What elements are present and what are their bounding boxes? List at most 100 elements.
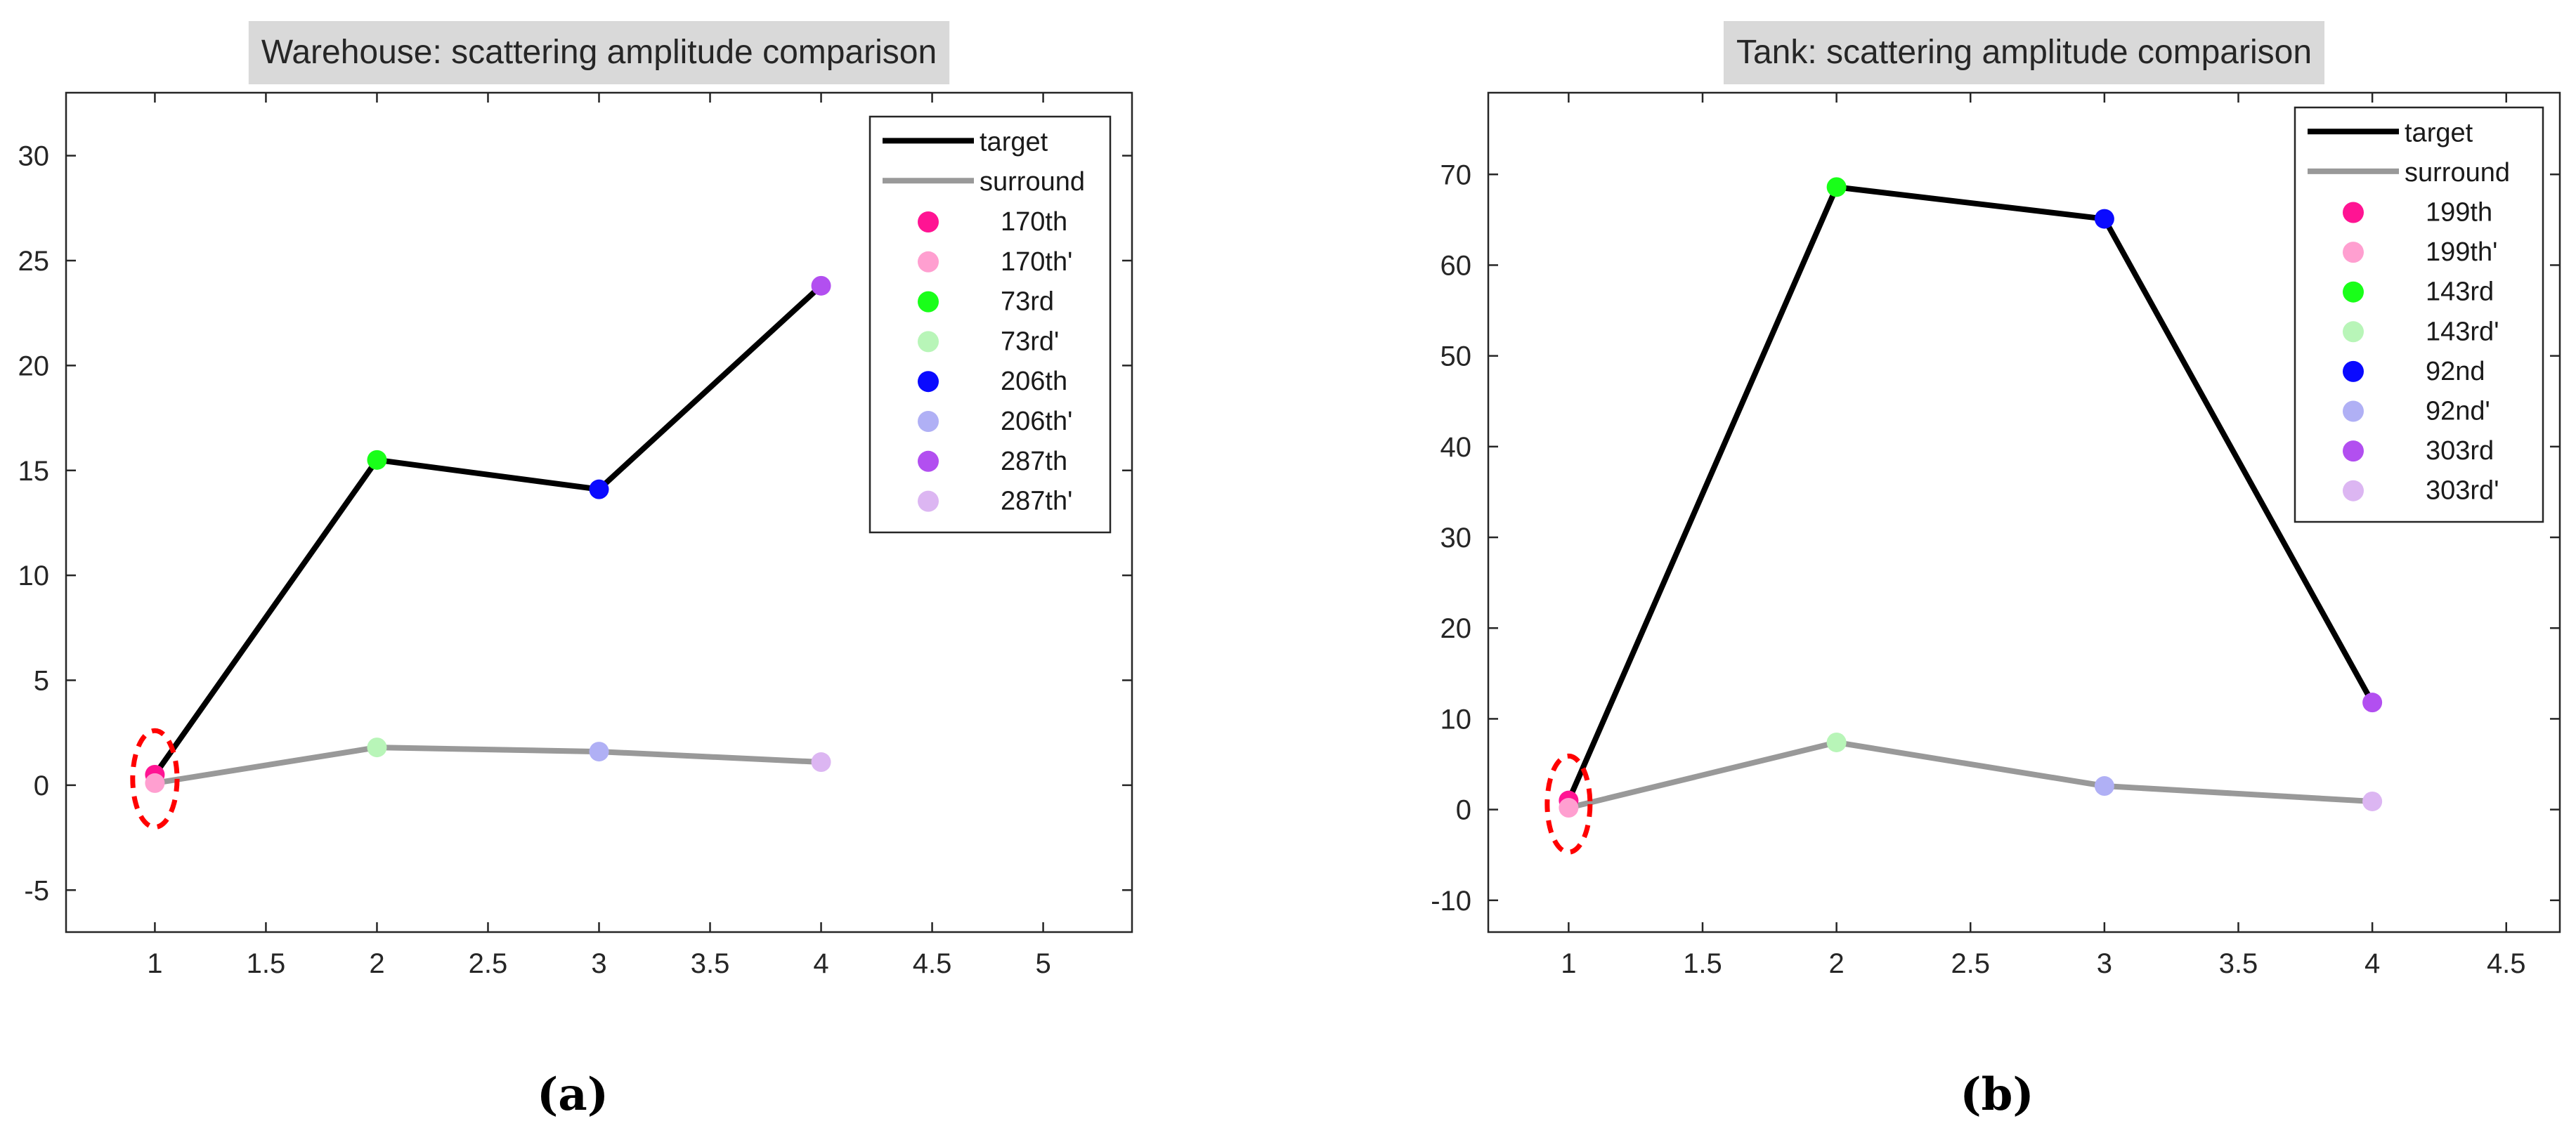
legend-label: 303rd (2426, 436, 2494, 466)
legend-marker-swatch (918, 331, 939, 353)
y-tick-label: 25 (18, 246, 50, 277)
y-tick-label: 10 (1440, 704, 1472, 735)
data-point (1826, 732, 1847, 752)
chart-panel-a: Warehouse: scattering amplitude comparis… (18, 21, 1133, 1121)
legend-marker-swatch (2343, 360, 2364, 382)
data-point (2094, 209, 2114, 229)
subfigure-caption: (b) (1960, 1068, 2034, 1121)
legend-marker-swatch (918, 490, 939, 512)
legend-marker-swatch (918, 211, 939, 232)
x-tick-label: 3.5 (691, 948, 730, 979)
y-tick-label: 5 (34, 666, 49, 697)
data-point (2094, 776, 2114, 797)
series-line-surround (154, 745, 821, 786)
y-tick-label: 15 (18, 456, 50, 487)
data-point (589, 479, 609, 499)
legend-marker-swatch (918, 251, 939, 273)
x-tick-label: 2 (1829, 948, 1845, 979)
legend-marker-swatch (918, 291, 939, 313)
series-line-target (152, 283, 824, 777)
legend-label: 73rd' (1001, 327, 1059, 356)
y-tick-label: 50 (1440, 341, 1472, 372)
legend-marker-swatch (2343, 202, 2364, 223)
legend-label: surround (2405, 158, 2510, 188)
chart-title-background (1723, 21, 2325, 84)
x-tick-label: 2.5 (1951, 948, 1990, 979)
legend-label: 170th' (1001, 247, 1072, 277)
legend-label: 199th' (2426, 237, 2497, 267)
legend-label: 92nd' (2426, 397, 2490, 426)
legend-marker-swatch (2343, 321, 2364, 343)
legend-marker-swatch (918, 450, 939, 472)
x-tick-label: 4 (813, 948, 828, 979)
x-tick-label: 4.5 (2487, 948, 2526, 979)
legend-label: 287th (1001, 447, 1067, 476)
legend-marker-swatch (2343, 242, 2364, 263)
chart-title-background (248, 21, 950, 84)
legend-label: 287th' (1001, 487, 1072, 516)
legend-label: 143rd' (2426, 317, 2499, 346)
y-tick-label: 20 (1440, 613, 1472, 644)
y-tick-label: 10 (18, 561, 50, 591)
legend-marker-swatch (2343, 400, 2364, 422)
y-tick-label: 30 (1440, 523, 1472, 553)
series-line-surround (1568, 739, 2373, 811)
legend-label: 206th' (1001, 407, 1072, 436)
y-tick-label: 40 (1440, 432, 1472, 463)
y-tick-label: -10 (1431, 886, 1471, 917)
data-point (367, 738, 387, 758)
legend-label: 206th (1001, 367, 1067, 396)
y-tick-label: 20 (18, 350, 50, 381)
subfigure-caption: (a) (537, 1068, 609, 1121)
x-tick-label: 1 (1561, 948, 1576, 979)
legend-label: target (980, 127, 1048, 157)
data-point (2362, 693, 2383, 713)
y-tick-label: 0 (34, 771, 49, 801)
y-tick-label: -5 (24, 875, 49, 906)
y-tick-label: 60 (1440, 250, 1472, 281)
x-tick-label: 1.5 (247, 948, 286, 979)
legend-label: 199th (2426, 198, 2492, 228)
plot-area-frame (1487, 91, 2561, 933)
legend-marker-swatch (2343, 440, 2364, 462)
legend-label: 73rd (1001, 287, 1054, 317)
data-point (589, 742, 609, 762)
x-tick-label: 4 (2364, 948, 2380, 979)
legend: target surround 170th 170th' 73rd 73rd' 206th 2… (869, 115, 1112, 534)
y-tick-label: 70 (1440, 159, 1472, 190)
legend-box (869, 115, 1112, 534)
legend-marker-swatch (918, 371, 939, 393)
chart-title: Tank: scattering amplitude comparison (1736, 34, 2312, 71)
legend-label: 143rd (2426, 277, 2494, 307)
x-tick-label: 1.5 (1683, 948, 1722, 979)
highlight-circle (130, 728, 180, 830)
legend: target surround 199th 199th' 143rd 143rd' 92nd… (2294, 106, 2544, 523)
x-tick-label: 3 (2097, 948, 2112, 979)
x-tick-label: 4.5 (913, 948, 952, 979)
x-tick-label: 5 (1035, 948, 1050, 979)
legend-marker-swatch (2343, 281, 2364, 303)
legend-label: 92nd (2426, 357, 2485, 386)
data-point (367, 450, 387, 470)
x-tick-label: 3.5 (2219, 948, 2258, 979)
legend-label: 303rd' (2426, 476, 2499, 506)
x-tick-label: 3 (591, 948, 606, 979)
chart-title: Warehouse: scattering amplitude comparis… (261, 34, 937, 71)
data-point (2362, 791, 2383, 811)
legend-marker-swatch (918, 411, 939, 432)
data-point (811, 752, 831, 773)
data-point (1826, 177, 1847, 197)
legend-label: target (2405, 118, 2473, 148)
legend-marker-swatch (2343, 480, 2364, 502)
data-point (1559, 798, 1579, 818)
legend-box (2294, 106, 2544, 523)
chart-panel-b: Tank: scattering amplitude comparison 1 1.… (1431, 21, 2561, 1121)
highlight-circle (1544, 753, 1593, 855)
legend-label: 170th (1001, 207, 1067, 237)
x-tick-label: 1 (147, 948, 162, 979)
y-tick-label: 30 (18, 141, 50, 172)
series-line-target (1566, 184, 2375, 802)
y-tick-label: 0 (1456, 795, 1471, 826)
data-point (811, 275, 831, 296)
x-tick-label: 2 (369, 948, 384, 979)
